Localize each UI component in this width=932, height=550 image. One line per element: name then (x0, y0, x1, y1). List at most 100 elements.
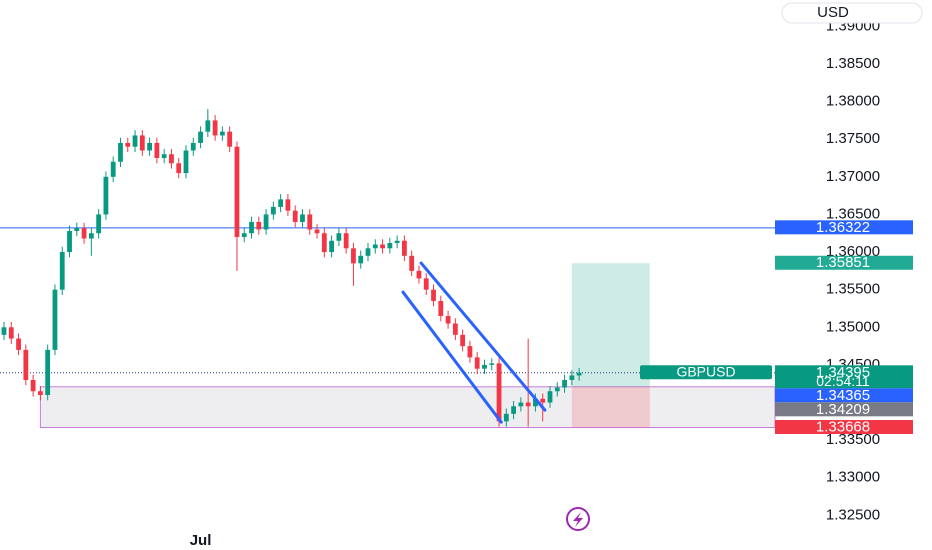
candle-body (103, 176, 109, 215)
candle-body (169, 154, 174, 164)
candle-body (423, 278, 429, 290)
plot-area (0, 109, 776, 429)
candle-body (343, 233, 349, 249)
candle-body (241, 233, 247, 238)
candle-body (460, 334, 466, 347)
price-label: 1.36322 (816, 219, 870, 236)
currency-button[interactable] (781, 2, 923, 24)
candle-body (16, 338, 21, 350)
candle-body (489, 363, 495, 365)
candle-body (438, 300, 444, 317)
price-label: 1.33668 (816, 418, 870, 435)
candle-body (8, 327, 14, 339)
candle-body (540, 398, 546, 403)
candle-body (81, 227, 87, 239)
candle-body (562, 379, 567, 388)
candle-body (212, 120, 218, 136)
candle-body (533, 398, 538, 407)
candle-body (227, 131, 233, 147)
candle-body (198, 131, 203, 143)
y-tick-label: 1.38000 (826, 93, 880, 110)
price-label: 1.34395 (816, 364, 870, 381)
candle-body (132, 135, 138, 147)
candle-body (525, 402, 531, 407)
candle-body (183, 150, 189, 174)
y-tick-label: 1.33000 (826, 469, 880, 486)
candle-body (52, 289, 58, 350)
candle-body (249, 221, 254, 234)
candle-body (270, 206, 276, 215)
x-tick-label: Jul (190, 532, 212, 549)
candle-body (96, 214, 102, 234)
channel-line (401, 290, 503, 424)
price-label-box (775, 420, 913, 435)
candle-body (139, 135, 145, 151)
currency-label: USD (817, 4, 849, 21)
candle-body (88, 233, 94, 239)
candle-body (110, 161, 116, 177)
candle-body (569, 375, 575, 380)
price-label-box (775, 220, 913, 235)
candle-body (59, 252, 65, 290)
candle-body (1, 327, 7, 335)
y-tick-label: 1.32500 (826, 506, 880, 523)
candle-body (205, 120, 211, 132)
candle-body (147, 142, 152, 151)
candle-body (372, 244, 378, 249)
candle-body (482, 364, 487, 369)
price-label-box (775, 255, 913, 270)
candle-body (263, 214, 269, 230)
channel-line (419, 261, 547, 412)
y-tick-label: 1.35000 (826, 318, 880, 335)
candle-body (234, 146, 240, 238)
candle-body (409, 255, 415, 271)
candle-body (503, 413, 509, 422)
price-label-box (775, 365, 913, 389)
candle-body (45, 349, 51, 396)
candle-body (554, 387, 560, 392)
symbol-label: GBPUSD (676, 364, 735, 380)
y-tick-label: 1.37500 (826, 130, 880, 147)
countdown: 02:54:11 (816, 373, 870, 389)
position-profit (571, 263, 650, 387)
candle-body (387, 243, 393, 249)
candle-body (176, 163, 182, 174)
candle-body (23, 349, 29, 380)
lightning-icon[interactable] (566, 507, 590, 531)
candle-body (278, 199, 284, 207)
candle-body (314, 229, 320, 234)
y-tick-label: 1.36500 (826, 205, 880, 222)
candle-body (329, 240, 334, 253)
symbol-box (640, 365, 772, 380)
y-tick-label: 1.33500 (826, 431, 880, 448)
candle-body (30, 379, 36, 392)
candle-body (292, 210, 298, 222)
candle-body (190, 142, 196, 151)
candle-body (518, 402, 524, 407)
price-label: 1.34209 (816, 401, 870, 418)
candle-body (474, 357, 480, 369)
price-label-box (775, 402, 913, 417)
support-zone (39, 386, 776, 429)
candle-body (576, 372, 582, 376)
y-tick-label: 1.38500 (826, 55, 880, 72)
price-label: 1.35851 (816, 254, 870, 271)
candle-body (336, 233, 342, 241)
candle-body (431, 289, 436, 301)
candle-body (38, 391, 43, 396)
candle-body (285, 199, 291, 211)
candle-body (307, 214, 313, 230)
candle-body (416, 270, 422, 279)
candle-body (452, 323, 458, 335)
candle-body (365, 248, 371, 256)
candle-body (380, 244, 385, 249)
position-loss (571, 386, 650, 428)
candle-body (547, 391, 553, 403)
candle-body (300, 214, 305, 222)
candle-body (402, 240, 407, 256)
price-label-box (775, 388, 913, 403)
candle-body (161, 154, 167, 159)
candle-body (351, 248, 356, 264)
candle-body (74, 227, 80, 231)
